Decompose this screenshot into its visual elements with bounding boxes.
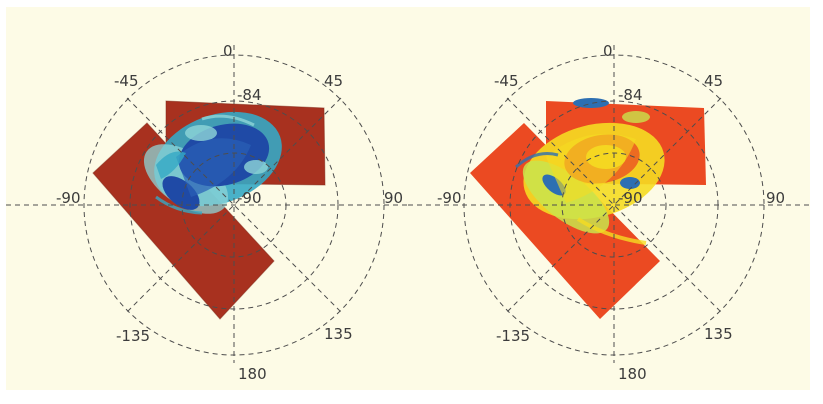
right-latitude-label-pole: -90 xyxy=(618,189,643,207)
left-angle-label-135: 135 xyxy=(324,325,353,343)
right-latitude-label-outer: -84 xyxy=(618,86,643,104)
right-vortex-pattern xyxy=(514,98,665,245)
left-angle-label-180: 180 xyxy=(238,365,267,383)
right-angle-label-0: 0 xyxy=(603,42,613,60)
right-angle-label-180: 180 xyxy=(618,365,647,383)
right-angle-label-minus-90: -90 xyxy=(437,189,462,207)
left-angle-label-minus-45: -45 xyxy=(114,72,139,90)
left-grid xyxy=(6,45,408,363)
left-latitude-label-pole: -90 xyxy=(237,189,262,207)
figure-frame: 0 45 90 135 180 -135 -90 -45 -84 -90 xyxy=(6,7,810,390)
polar-maps: 0 45 90 135 180 -135 -90 -45 -84 -90 xyxy=(6,42,810,383)
right-angle-label-135: 135 xyxy=(704,325,733,343)
right-grid xyxy=(408,45,810,363)
left-angle-label-45: 45 xyxy=(324,72,343,90)
left-angle-label-90: 90 xyxy=(384,189,403,207)
left-polar-panel: 0 45 90 135 180 -135 -90 -45 -84 -90 xyxy=(6,42,408,383)
right-angle-label-minus-135: -135 xyxy=(496,327,530,345)
left-angle-label-0: 0 xyxy=(223,42,233,60)
right-polar-panel: 0 45 90 135 180 -135 -90 -45 -84 -90 xyxy=(408,42,810,383)
right-angle-label-90: 90 xyxy=(766,189,785,207)
left-swath-lower xyxy=(92,122,275,320)
right-angle-label-45: 45 xyxy=(704,72,723,90)
left-latitude-label-outer: -84 xyxy=(237,86,262,104)
left-angle-label-minus-135: -135 xyxy=(116,327,150,345)
right-angle-label-minus-45: -45 xyxy=(494,72,519,90)
left-angle-label-minus-90: -90 xyxy=(56,189,81,207)
left-vortex-pattern xyxy=(143,111,282,215)
